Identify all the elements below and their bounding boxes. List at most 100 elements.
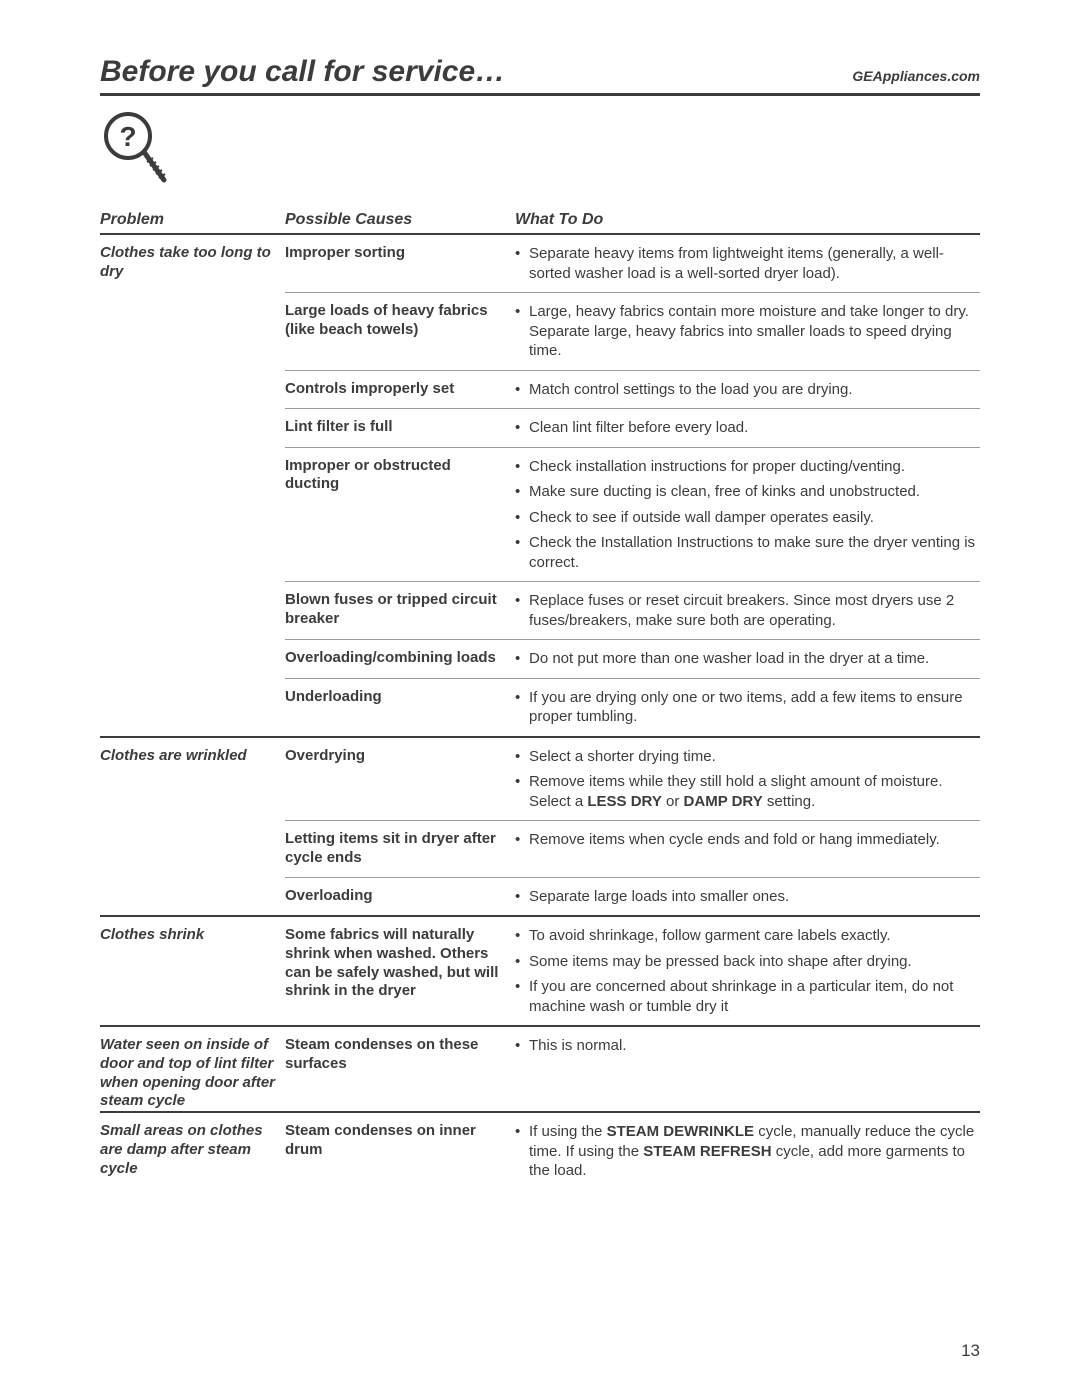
page-header: Before you call for service… GEAppliance… <box>100 55 980 96</box>
todo-item: •Check installation instructions for pro… <box>515 457 980 477</box>
todo-text: Replace fuses or reset circuit breakers.… <box>529 591 980 630</box>
todo-column: •Separate heavy items from lightweight i… <box>515 235 980 292</box>
problem-label: Clothes are wrinkled <box>100 738 285 916</box>
todo-item: •Separate large loads into smaller ones. <box>515 887 980 907</box>
todo-column: •Check installation instructions for pro… <box>515 448 980 582</box>
todo-column: •To avoid shrinkage, follow garment care… <box>515 917 980 1025</box>
problem-block: Clothes shrinkSome fabrics will naturall… <box>100 917 980 1027</box>
cause-label: Some fabrics will naturally shrink when … <box>285 917 515 1025</box>
cause-label: Overloading/combining loads <box>285 640 515 678</box>
page-title: Before you call for service… <box>100 55 505 89</box>
todo-text: To avoid shrinkage, follow garment care … <box>529 926 980 946</box>
todo-column: •Clean lint filter before every load. <box>515 409 980 447</box>
todo-item: •Separate heavy items from lightweight i… <box>515 244 980 283</box>
bullet-icon: • <box>515 830 529 850</box>
todo-item: •If using the STEAM DEWRINKLE cycle, man… <box>515 1122 980 1181</box>
todo-text: Select a shorter drying time. <box>529 747 980 767</box>
todo-text: Do not put more than one washer load in … <box>529 649 980 669</box>
todo-text: Make sure ducting is clean, free of kink… <box>529 482 980 502</box>
todo-item: •Remove items when cycle ends and fold o… <box>515 830 980 850</box>
todo-item: •This is normal. <box>515 1036 980 1056</box>
todo-text: If using the STEAM DEWRINKLE cycle, manu… <box>529 1122 980 1181</box>
bullet-icon: • <box>515 457 529 477</box>
cause-row: Some fabrics will naturally shrink when … <box>285 917 980 1025</box>
bullet-icon: • <box>515 887 529 907</box>
cause-row: Underloading•If you are drying only one … <box>285 679 980 736</box>
todo-item: •Some items may be pressed back into sha… <box>515 952 980 972</box>
todo-column: •Separate large loads into smaller ones. <box>515 878 980 916</box>
cause-column: Steam condenses on these surfaces•This i… <box>285 1027 980 1111</box>
bullet-icon: • <box>515 688 529 727</box>
bullet-icon: • <box>515 482 529 502</box>
todo-text: Some items may be pressed back into shap… <box>529 952 980 972</box>
cause-row: Steam condenses on these surfaces•This i… <box>285 1027 980 1083</box>
todo-item: •If you are drying only one or two items… <box>515 688 980 727</box>
todo-column: •This is normal. <box>515 1027 980 1083</box>
troubleshoot-table: Clothes take too long to dryImproper sor… <box>100 235 980 1190</box>
todo-column: •Select a shorter drying time.•Remove it… <box>515 738 980 821</box>
cause-row: Overdrying•Select a shorter drying time.… <box>285 738 980 822</box>
bullet-icon: • <box>515 508 529 528</box>
cause-row: Large loads of heavy fabrics (like beach… <box>285 293 980 371</box>
problem-block: Clothes are wrinkledOverdrying•Select a … <box>100 738 980 918</box>
bullet-icon: • <box>515 533 529 572</box>
problem-block: Small areas on clothes are damp after st… <box>100 1113 980 1190</box>
bullet-icon: • <box>515 952 529 972</box>
bullet-icon: • <box>515 977 529 1016</box>
bullet-icon: • <box>515 244 529 283</box>
bullet-icon: • <box>515 591 529 630</box>
todo-item: •If you are concerned about shrinkage in… <box>515 977 980 1016</box>
problem-label: Clothes shrink <box>100 917 285 1025</box>
todo-column: •Large, heavy fabrics contain more moist… <box>515 293 980 370</box>
todo-column: •If using the STEAM DEWRINKLE cycle, man… <box>515 1113 980 1190</box>
cause-label: Underloading <box>285 679 515 736</box>
todo-text: Check the Installation Instructions to m… <box>529 533 980 572</box>
bullet-icon: • <box>515 772 529 811</box>
magnifier-icon: ? <box>100 108 980 193</box>
todo-text: This is normal. <box>529 1036 980 1056</box>
svg-text:?: ? <box>119 121 136 152</box>
cause-label: Blown fuses or tripped circuit breaker <box>285 582 515 639</box>
cause-label: Overdrying <box>285 738 515 821</box>
todo-item: •Make sure ducting is clean, free of kin… <box>515 482 980 502</box>
todo-text: Match control settings to the load you a… <box>529 380 980 400</box>
todo-item: •To avoid shrinkage, follow garment care… <box>515 926 980 946</box>
todo-item: •Large, heavy fabrics contain more moist… <box>515 302 980 361</box>
cause-label: Controls improperly set <box>285 371 515 409</box>
cause-row: Steam condenses on inner drum•If using t… <box>285 1113 980 1190</box>
problem-block: Water seen on inside of door and top of … <box>100 1027 980 1113</box>
todo-item: •Select a shorter drying time. <box>515 747 980 767</box>
cause-row: Improper or obstructed ducting•Check ins… <box>285 448 980 583</box>
cause-label: Lint filter is full <box>285 409 515 447</box>
col-problem: Problem <box>100 211 285 229</box>
todo-column: •Remove items when cycle ends and fold o… <box>515 821 980 877</box>
cause-column: Overdrying•Select a shorter drying time.… <box>285 738 980 916</box>
todo-column: •If you are drying only one or two items… <box>515 679 980 736</box>
todo-text: Remove items when cycle ends and fold or… <box>529 830 980 850</box>
problem-label: Clothes take too long to dry <box>100 235 285 736</box>
column-headers: Problem Possible Causes What To Do <box>100 211 980 235</box>
todo-text: Check installation instructions for prop… <box>529 457 980 477</box>
page-number: 13 <box>961 1341 980 1361</box>
todo-item: •Check the Installation Instructions to … <box>515 533 980 572</box>
bullet-icon: • <box>515 1122 529 1181</box>
bullet-icon: • <box>515 418 529 438</box>
problem-label: Small areas on clothes are damp after st… <box>100 1113 285 1190</box>
cause-row: Improper sorting•Separate heavy items fr… <box>285 235 980 293</box>
cause-column: Steam condenses on inner drum•If using t… <box>285 1113 980 1190</box>
problem-label: Water seen on inside of door and top of … <box>100 1027 285 1111</box>
cause-row: Blown fuses or tripped circuit breaker•R… <box>285 582 980 640</box>
cause-label: Overloading <box>285 878 515 916</box>
cause-label: Steam condenses on inner drum <box>285 1113 515 1190</box>
col-causes: Possible Causes <box>285 211 515 229</box>
cause-label: Steam condenses on these surfaces <box>285 1027 515 1083</box>
todo-column: •Do not put more than one washer load in… <box>515 640 980 678</box>
bullet-icon: • <box>515 380 529 400</box>
todo-column: •Match control settings to the load you … <box>515 371 980 409</box>
todo-text: Separate large loads into smaller ones. <box>529 887 980 907</box>
problem-block: Clothes take too long to dryImproper sor… <box>100 235 980 738</box>
todo-text: Clean lint filter before every load. <box>529 418 980 438</box>
todo-item: •Match control settings to the load you … <box>515 380 980 400</box>
todo-text: Large, heavy fabrics contain more moistu… <box>529 302 980 361</box>
cause-row: Lint filter is full•Clean lint filter be… <box>285 409 980 448</box>
